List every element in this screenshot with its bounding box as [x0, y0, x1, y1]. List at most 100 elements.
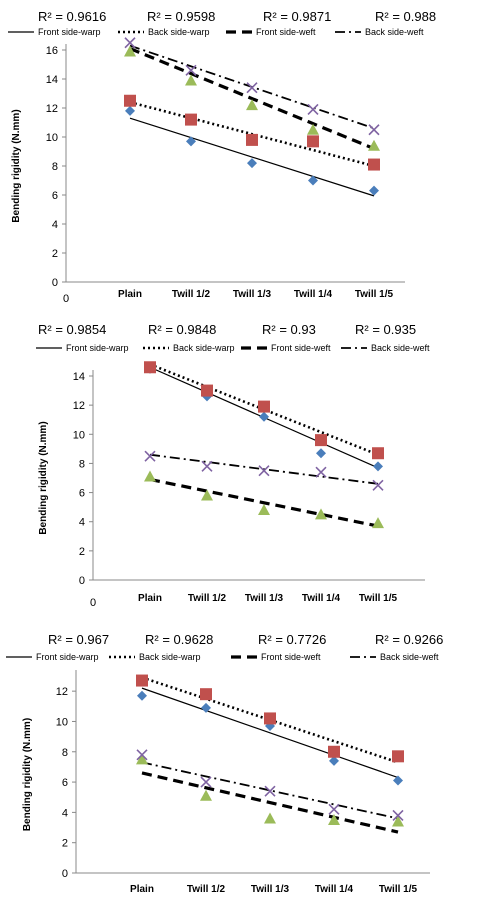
- data-point-3-1: [144, 470, 156, 482]
- r2-label: R² = 0.9871: [263, 9, 331, 24]
- r2-label: R² = 0.9854: [38, 322, 106, 337]
- y-tick-label: 12: [56, 686, 68, 698]
- x-tick-label: Twill 1/4: [302, 593, 341, 604]
- y-tick-label: 16: [46, 45, 58, 57]
- y-tick-label: 2: [62, 838, 68, 850]
- x-tick-label: Twill 1/4: [315, 884, 354, 895]
- data-point-4-4: [328, 803, 340, 815]
- data-point-1-3: [259, 411, 269, 422]
- data-point-4-5: [368, 124, 380, 136]
- y-tick-label: 0: [62, 868, 68, 880]
- legend-entry: Back side-weft: [380, 652, 439, 662]
- x-tick-label: Twill 1/3: [245, 593, 284, 604]
- data-point-2-2: [201, 384, 213, 397]
- data-point-2-1: [124, 94, 136, 107]
- data-point-4-2: [201, 460, 213, 472]
- y-tick-label: 10: [73, 429, 85, 441]
- x-tick-label: Twill 1/5: [359, 593, 398, 604]
- r2-label: R² = 0.935: [355, 322, 416, 337]
- data-point-1-5: [393, 775, 403, 786]
- data-point-2-3: [246, 133, 258, 146]
- data-point-4-5: [372, 479, 384, 491]
- legend-entry: Back side-warp: [139, 652, 201, 662]
- y-tick-label: 8: [62, 747, 68, 759]
- y-tick-label: 12: [73, 400, 85, 412]
- r2-label: R² = 0.988: [375, 9, 436, 24]
- x-tick-label: Plain: [130, 884, 154, 895]
- data-point-3-5: [392, 815, 404, 827]
- trendline-front-side-weft: [141, 771, 399, 834]
- data-point-3-5: [372, 517, 384, 529]
- data-point-4-3: [246, 82, 258, 94]
- data-point-1-2: [201, 702, 211, 713]
- r2-label: R² = 0.93: [262, 322, 316, 337]
- y-tick-label: 0: [79, 575, 85, 587]
- data-point-3-4: [307, 123, 319, 135]
- data-point-1-2: [186, 136, 196, 147]
- data-point-4-1: [136, 749, 148, 761]
- r2-label: R² = 0.9266: [375, 632, 443, 647]
- legend-entry: Back side-weft: [371, 343, 430, 353]
- x-tick-label: Plain: [138, 593, 162, 604]
- data-point-2-5: [372, 447, 384, 460]
- y-tick-label: 10: [56, 716, 68, 728]
- legend-entry: Front side-weft: [256, 27, 316, 37]
- data-point-3-2: [185, 74, 197, 86]
- y-tick-label: 6: [79, 488, 85, 500]
- x-tick-label: Twill 1/5: [355, 289, 394, 300]
- legend-entry: Back side-warp: [173, 343, 235, 353]
- y-tick-label: 14: [46, 74, 58, 86]
- data-point-2-4: [315, 434, 327, 447]
- data-point-4-4: [315, 466, 327, 478]
- data-point-2-2: [185, 113, 197, 126]
- y-tick-label: 6: [62, 777, 68, 789]
- data-point-2-1: [136, 674, 148, 687]
- data-point-3-2: [200, 789, 212, 801]
- r2-label: R² = 0.9598: [147, 9, 215, 24]
- y-tick-label: 8: [79, 458, 85, 470]
- data-point-3-1: [136, 753, 148, 765]
- data-point-1-4: [316, 448, 326, 459]
- y-tick-label: 6: [52, 190, 58, 202]
- x-tick-label: Twill 1/2: [172, 289, 211, 300]
- y-tick-label: 0: [52, 277, 58, 289]
- r2-label: R² = 0.9628: [145, 632, 213, 647]
- legend-entry: Front side-warp: [36, 652, 99, 662]
- y-tick-label: 2: [52, 248, 58, 260]
- data-point-2-3: [258, 400, 270, 413]
- data-point-4-3: [264, 785, 276, 797]
- legend-entry: Front side-warp: [38, 27, 101, 37]
- x-tick-label: Twill 1/2: [187, 884, 226, 895]
- y-tick-label: 2: [79, 546, 85, 558]
- x-origin-label: 0: [90, 597, 96, 609]
- y-tick-label: 8: [52, 161, 58, 173]
- data-point-2-5: [368, 158, 380, 171]
- trendline-back-side-warp: [149, 363, 379, 456]
- data-point-4-1: [124, 37, 136, 49]
- trendline-back-side-weft: [149, 453, 379, 485]
- y-tick-label: 10: [46, 132, 58, 144]
- data-point-4-5: [392, 809, 404, 821]
- r2-label: R² = 0.7726: [258, 632, 326, 647]
- data-point-1-4: [329, 755, 339, 766]
- legend-entry: Front side-warp: [66, 343, 129, 353]
- chart-panel-2: R² = 0.9854 R² = 0.9848 R² = 0.93 R² = 0.93…: [36, 322, 430, 609]
- r2-label: R² = 0.967: [48, 632, 109, 647]
- legend-entry: Front side-weft: [261, 652, 321, 662]
- data-point-3-3: [264, 812, 276, 824]
- x-tick-label: Twill 1/3: [251, 884, 290, 895]
- data-point-1-4: [308, 175, 318, 186]
- data-point-3-1: [124, 45, 136, 57]
- trendline-front-side-warp: [141, 687, 399, 779]
- x-tick-label: Twill 1/4: [294, 289, 333, 300]
- y-tick-label: 4: [62, 807, 68, 819]
- data-point-1-5: [373, 461, 383, 472]
- data-point-4-3: [258, 465, 270, 477]
- y-tick-label: 4: [52, 219, 58, 231]
- data-point-2-4: [328, 745, 340, 758]
- data-point-2-2: [200, 688, 212, 701]
- x-tick-label: Plain: [118, 289, 142, 300]
- data-point-4-2: [200, 776, 212, 788]
- trendline-back-side-weft: [141, 761, 399, 820]
